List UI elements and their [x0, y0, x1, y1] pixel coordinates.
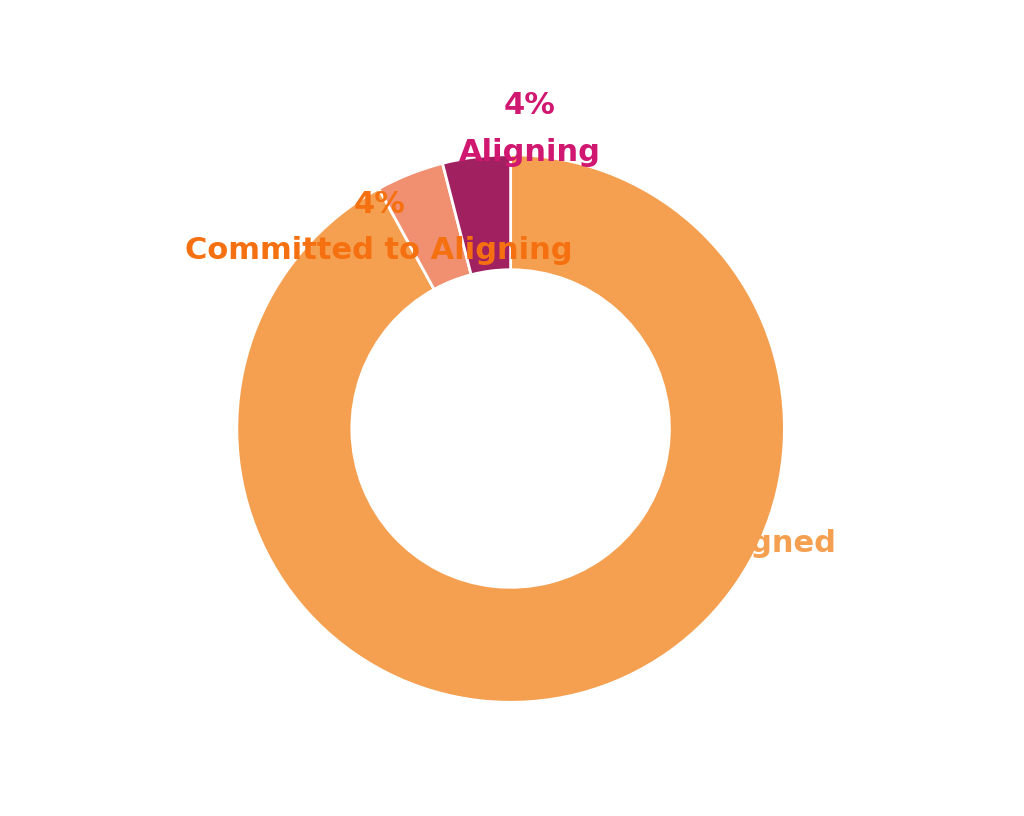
Wedge shape [237, 155, 784, 703]
Text: Not Aligned: Not Aligned [634, 529, 836, 558]
Text: 4%: 4% [353, 189, 406, 219]
Wedge shape [379, 163, 471, 290]
Text: 92%: 92% [698, 482, 772, 512]
Text: Committed to Aligning: Committed to Aligning [185, 236, 573, 265]
Wedge shape [442, 155, 511, 275]
Text: Aligning: Aligning [459, 138, 601, 166]
Text: 4%: 4% [504, 91, 556, 120]
